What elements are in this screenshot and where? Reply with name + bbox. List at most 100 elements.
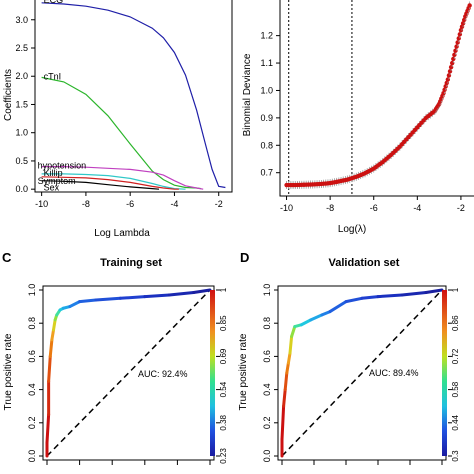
panel-d-ytick-label: 0.6 bbox=[262, 350, 272, 363]
panel-d-colorbar-label: 0.72 bbox=[451, 348, 460, 364]
panel-d-roc-segment bbox=[360, 295, 380, 300]
panel-d-title: Validation set bbox=[329, 257, 400, 269]
panel-c-roc-segment bbox=[94, 296, 122, 302]
panel-d-ytick-label: 0.0 bbox=[262, 450, 272, 463]
panel-b-point bbox=[456, 36, 461, 41]
panel-b-frame bbox=[279, 0, 474, 197]
panel-b-point bbox=[454, 44, 459, 49]
panel-d-roc-segment bbox=[280, 404, 286, 441]
panel-d-roc-segment bbox=[309, 313, 324, 322]
panel-a-frame bbox=[34, 0, 233, 193]
panel-d-colorbar-label: 0.86 bbox=[451, 315, 460, 331]
panel-c-auc: AUC: 92.4% bbox=[138, 369, 188, 379]
panel-a-ytick-label: 2.5 bbox=[15, 43, 28, 53]
panel-c-roc-segment bbox=[167, 290, 196, 297]
panel-a-series-label-symptom: Symptom bbox=[38, 176, 76, 186]
panel-c-roc-segment bbox=[52, 318, 57, 332]
panel-b-ytick-label: 0.9 bbox=[260, 113, 273, 123]
panel-b-xtick-label: -10 bbox=[280, 203, 293, 213]
panel-b-xtick-label: -6 bbox=[370, 203, 378, 213]
panel-c-roc-segment bbox=[45, 413, 51, 445]
panel-a-xtick-label: -4 bbox=[170, 199, 178, 209]
panel-c-ytick-label: 0.2 bbox=[27, 417, 37, 430]
panel-c-title: Training set bbox=[100, 257, 162, 269]
panel-c-colorbar-label: 0.69 bbox=[219, 348, 228, 364]
panel-b-xtick-label: -4 bbox=[413, 203, 421, 213]
panel-c-roc-segment bbox=[48, 338, 54, 358]
panel-c-colorbar-label: 0.85 bbox=[219, 315, 228, 331]
panel-a-series-label-ecg: ECG bbox=[44, 0, 64, 5]
panel-b-point bbox=[453, 48, 458, 53]
panel-b-xlabel: Log(λ) bbox=[338, 224, 366, 235]
panel-d-roc-segment bbox=[400, 290, 428, 297]
panel-b-point bbox=[445, 77, 451, 82]
panel-d-roc-segment bbox=[290, 325, 297, 338]
panel-b-point bbox=[467, 3, 472, 8]
panel-a-path-killip bbox=[41, 173, 186, 190]
panel-d-colorbar-label: 0.44 bbox=[451, 414, 460, 430]
panel-c-roc-segment bbox=[143, 293, 171, 299]
panel-b-ytick-label: 0.7 bbox=[260, 168, 273, 178]
panel-c-ytick-label: 0.4 bbox=[27, 383, 37, 396]
panel-d-colorbar-label: 1 bbox=[451, 287, 460, 292]
panel-a-ylabel: Coefficients bbox=[3, 69, 14, 121]
panel-d-ytick-label: 0.8 bbox=[262, 317, 272, 330]
panel-a-ytick-label: 1.5 bbox=[15, 99, 28, 109]
panel-d-roc-segment bbox=[376, 293, 404, 299]
panel-b-point bbox=[457, 32, 463, 37]
panel-b-ytick-label: 1.2 bbox=[260, 31, 273, 41]
panel-d-auc: AUC: 89.4% bbox=[369, 368, 419, 378]
panel-b-ytick-label: 1.1 bbox=[260, 58, 273, 68]
panel-a-xtick-label: -2 bbox=[215, 199, 223, 209]
panel-a-ytick-label: 1.0 bbox=[15, 128, 28, 138]
panel-d-ytick-label: 0.2 bbox=[262, 417, 272, 430]
panel-a-xlabel: Log Lambda bbox=[94, 228, 150, 239]
panel-a-ytick-label: 2.0 bbox=[15, 71, 28, 81]
panel-c-roc-segment bbox=[118, 295, 147, 300]
panel-d-roc-segment bbox=[424, 288, 444, 294]
panel-c-roc-segment bbox=[68, 300, 82, 309]
panel-d-ytick-label: 0.4 bbox=[262, 383, 272, 396]
panel-a-path-hypotension bbox=[41, 166, 204, 190]
panel-c-roc-segment bbox=[192, 288, 212, 294]
panel-d-colorbar bbox=[442, 290, 447, 456]
panel-d-ytick-label: 1.0 bbox=[262, 284, 272, 297]
panel-d-roc-segment bbox=[299, 318, 313, 327]
panel-c-colorbar-label: 0.23 bbox=[219, 448, 228, 464]
panel-a-ytick-label: 0.0 bbox=[15, 184, 28, 194]
panel-b-ylabel: Binomial Deviance bbox=[242, 53, 253, 136]
panel-a-xtick-label: -8 bbox=[82, 199, 90, 209]
panel-c-colorbar-label: 1 bbox=[219, 287, 228, 292]
panel-b-point bbox=[448, 64, 454, 70]
panel-a-series-label-ctni: cTnI bbox=[44, 71, 62, 81]
panel-c-ytick-label: 0.6 bbox=[27, 350, 37, 363]
panel-c-diagonal bbox=[46, 289, 211, 457]
panel-a-series-label-hypotension: hypotension bbox=[38, 161, 87, 171]
panel-c-roc-segment bbox=[78, 298, 98, 304]
panel-a-ytick-label: 0.5 bbox=[15, 156, 28, 166]
panel-c-roc-segment bbox=[50, 328, 56, 342]
panel-c-colorbar bbox=[210, 290, 215, 456]
panel-d-diagonal bbox=[281, 289, 443, 457]
panel-c-roc-segment bbox=[47, 354, 52, 383]
panel-letter-c: C bbox=[2, 250, 12, 265]
panel-b-ytick-label: 0.8 bbox=[260, 140, 273, 150]
panel-a-xtick-label: -6 bbox=[126, 199, 134, 209]
panel-c-ytick-label: 1.0 bbox=[27, 284, 37, 297]
panel-letter-d: D bbox=[240, 250, 249, 265]
panel-a-path-symptom bbox=[41, 176, 179, 190]
panel-d-roc-segment bbox=[283, 371, 289, 392]
panel-d-roc-segment bbox=[344, 296, 364, 304]
panel-c-colorbar-label: 0.38 bbox=[219, 414, 228, 430]
panel-d-colorbar-label: 0.3 bbox=[451, 450, 460, 462]
panel-b-point bbox=[446, 73, 452, 78]
panel-d-roc-segment bbox=[286, 351, 292, 365]
panel-a-path-ctni bbox=[41, 76, 202, 190]
panel-a-path-ecg bbox=[41, 2, 226, 189]
panel-b-point bbox=[450, 60, 455, 66]
panel-b-point bbox=[447, 69, 453, 74]
panel-d-roc-segment bbox=[288, 334, 294, 355]
panel-b-xtick-label: -8 bbox=[326, 203, 334, 213]
panel-b-point bbox=[455, 40, 460, 45]
